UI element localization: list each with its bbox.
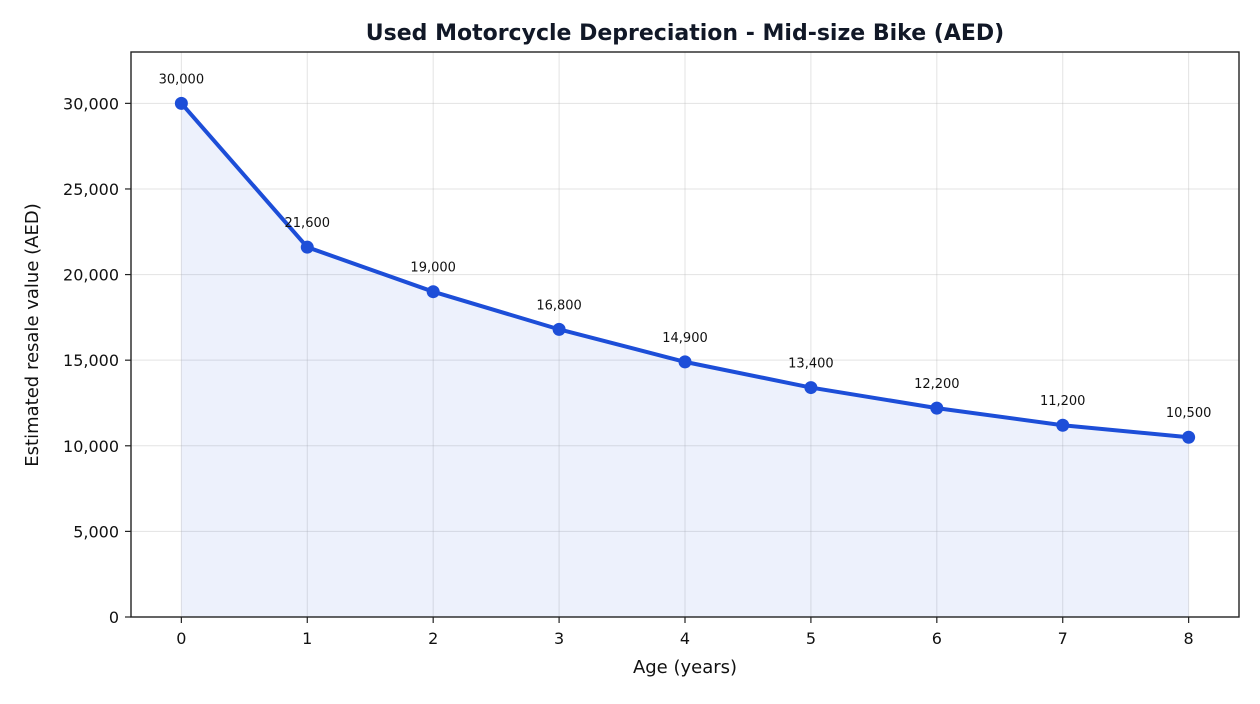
x-tick-label: 4 [680, 629, 690, 648]
data-point [300, 240, 314, 254]
data-label: 11,200 [1040, 394, 1086, 409]
x-tick-label: 3 [554, 629, 564, 648]
y-tick-label: 0 [109, 608, 119, 627]
x-axis-label: Age (years) [633, 657, 737, 678]
data-point [804, 381, 818, 395]
x-tick-label: 6 [932, 629, 942, 648]
data-label: 30,000 [159, 72, 205, 87]
data-label: 12,200 [914, 377, 960, 392]
x-tick-label: 8 [1184, 629, 1194, 648]
data-point [426, 285, 440, 299]
data-point [174, 96, 188, 110]
data-label: 10,500 [1166, 406, 1212, 421]
data-label: 13,400 [788, 357, 834, 372]
y-tick-label: 30,000 [63, 94, 119, 113]
x-tick-label: 1 [302, 629, 312, 648]
data-point [678, 355, 692, 369]
x-axis-ticks: 0 1 2 3 4 5 6 7 8 [176, 617, 1194, 648]
data-point [930, 401, 944, 415]
x-tick-label: 5 [806, 629, 816, 648]
series-area [181, 103, 1189, 617]
x-tick-label: 7 [1058, 629, 1068, 648]
chart-title: Used Motorcycle Depreciation - Mid-size … [366, 21, 1004, 46]
x-tick-label: 2 [428, 629, 438, 648]
data-label: 14,900 [662, 331, 708, 346]
y-tick-label: 10,000 [63, 437, 119, 456]
y-axis-ticks: 0 5,000 10,000 15,000 20,000 25,000 30,000 [63, 94, 131, 627]
data-point [1182, 430, 1196, 444]
y-tick-label: 20,000 [63, 266, 119, 285]
y-axis-label: Estimated resale value (AED) [22, 203, 43, 466]
y-tick-label: 25,000 [63, 180, 119, 199]
x-tick-label: 0 [176, 629, 186, 648]
area-fill-layer [181, 103, 1189, 617]
data-labels: 30,000 21,600 19,000 16,800 14,900 13,400 12,2… [159, 72, 1212, 421]
data-label: 19,000 [410, 261, 456, 276]
data-point [1056, 418, 1070, 432]
data-point [552, 322, 566, 336]
data-label: 16,800 [536, 298, 582, 313]
y-tick-label: 15,000 [63, 351, 119, 370]
data-points [174, 96, 1196, 444]
y-tick-label: 5,000 [73, 522, 119, 541]
data-label: 21,600 [285, 216, 331, 231]
